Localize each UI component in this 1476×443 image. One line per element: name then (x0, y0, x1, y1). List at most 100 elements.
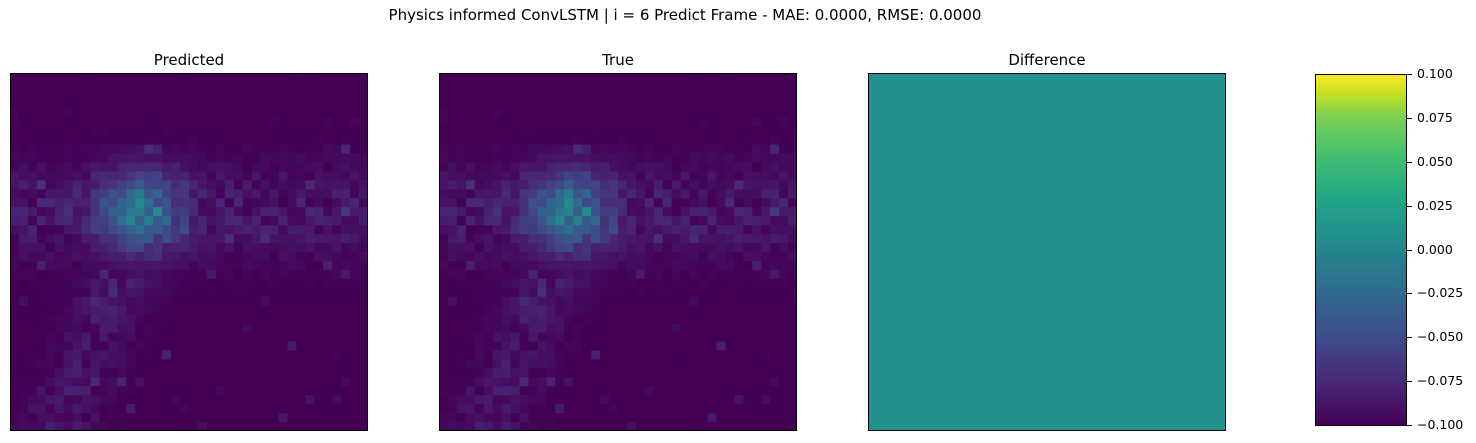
true-cell (707, 323, 717, 333)
predicted-cell (27, 135, 38, 145)
difference-cell (903, 180, 914, 190)
predicted-cell (206, 225, 217, 235)
true-cell (752, 252, 762, 262)
true-cell (761, 368, 771, 378)
true-cell (465, 81, 476, 92)
predicted-cell (278, 422, 288, 431)
difference-cell (1145, 260, 1155, 271)
true-cell (528, 422, 538, 431)
difference-cell (903, 126, 914, 137)
difference-cell (1127, 395, 1137, 405)
true-cell (770, 234, 780, 244)
true-cell (653, 225, 664, 235)
difference-cell (1073, 144, 1084, 154)
predicted-cell (242, 305, 253, 316)
predicted-cell (18, 180, 29, 190)
true-cell (465, 189, 476, 199)
true-cell (698, 126, 708, 137)
predicted-cell (269, 341, 279, 351)
difference-cell (939, 198, 949, 208)
predicted-cell (54, 153, 65, 163)
predicted-cell (341, 243, 351, 253)
true-cell (761, 252, 771, 262)
difference-cell (1172, 198, 1182, 208)
difference-cell (912, 207, 923, 217)
predicted-cell (332, 90, 342, 101)
predicted-cell (359, 422, 368, 431)
difference-cell (876, 332, 887, 342)
true-cell (662, 207, 673, 217)
true-cell (761, 287, 771, 298)
true-cell (474, 386, 485, 396)
difference-cell (1127, 260, 1137, 271)
true-cell (439, 144, 449, 154)
predicted-cell (314, 81, 324, 92)
predicted-cell (45, 252, 56, 262)
predicted-cell (90, 252, 100, 262)
true-cell (573, 296, 583, 307)
predicted-cell (215, 162, 226, 172)
predicted-cell (180, 386, 190, 396)
difference-cell (1208, 216, 1218, 226)
true-cell (546, 73, 556, 83)
predicted-cell (81, 269, 91, 280)
difference-cell (903, 171, 914, 181)
true-cell (519, 126, 529, 137)
true-cell (698, 225, 708, 235)
true-cell (609, 108, 619, 119)
predicted-cell (206, 377, 217, 387)
difference-cell (1082, 395, 1093, 405)
predicted-cell (359, 162, 368, 172)
difference-cell (885, 171, 896, 181)
difference-cell (957, 386, 967, 396)
difference-cell (1047, 332, 1057, 342)
predicted-cell (296, 171, 306, 181)
difference-cell (1038, 144, 1048, 154)
true-cell (439, 404, 449, 414)
difference-cell (921, 341, 932, 351)
true-cell (761, 99, 771, 110)
difference-cell (1082, 126, 1093, 137)
difference-cell (975, 189, 985, 199)
predicted-cell (162, 305, 172, 316)
difference-cell (1100, 180, 1111, 190)
difference-cell (1118, 314, 1128, 324)
difference-cell (1091, 368, 1102, 378)
difference-cell (993, 422, 1003, 431)
predicted-cell (269, 332, 279, 342)
true-cell (591, 234, 601, 244)
true-cell (519, 395, 529, 405)
predicted-cell (278, 413, 288, 423)
true-cell (591, 216, 601, 226)
true-cell (779, 350, 789, 360)
true-cell (519, 189, 529, 199)
predicted-cell (99, 413, 109, 423)
predicted-cell (108, 225, 118, 235)
true-cell (510, 422, 520, 431)
predicted-cell (197, 234, 208, 244)
true-cell (644, 296, 655, 307)
difference-cell (876, 377, 887, 387)
difference-cell (1055, 287, 1066, 298)
predicted-cell (314, 260, 324, 271)
predicted-cell (135, 252, 145, 262)
difference-cell (1002, 377, 1012, 387)
true-cell (653, 126, 664, 137)
predicted-cell (359, 305, 368, 316)
predicted-cell (72, 225, 82, 235)
predicted-cell (305, 144, 315, 154)
predicted-cell (197, 117, 208, 128)
difference-cell (868, 341, 878, 351)
predicted-cell (233, 296, 244, 307)
predicted-cell (144, 198, 154, 208)
true-cell (483, 198, 494, 208)
true-cell (698, 386, 708, 396)
difference-cell (1118, 153, 1128, 163)
true-cell (671, 81, 682, 92)
predicted-cell (180, 81, 190, 92)
difference-cell (948, 296, 958, 307)
true-cell (465, 225, 476, 235)
difference-cell (1190, 216, 1200, 226)
predicted-cell (10, 144, 20, 154)
predicted-cell (153, 359, 163, 369)
